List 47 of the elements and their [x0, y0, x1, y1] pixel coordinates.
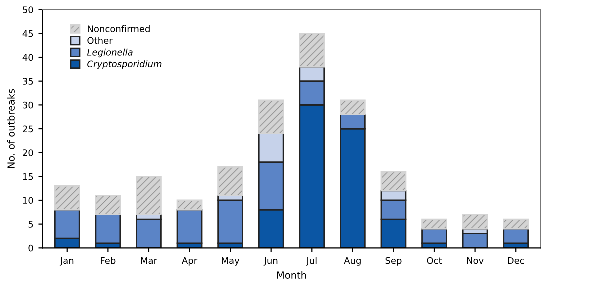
- legend-label: Nonconfirmed: [88, 25, 150, 32]
- x-tick-label: Mar: [141, 257, 158, 264]
- y-tick-label: 45: [22, 30, 34, 38]
- x-tick-label: Oct: [427, 257, 442, 264]
- bar: [218, 166, 244, 196]
- x-axis-title: Month: [277, 271, 306, 280]
- y-tick-label: 0: [28, 244, 34, 252]
- x-tick-label: Sep: [386, 257, 402, 266]
- bar: [462, 214, 488, 230]
- y-tick-label: 5: [28, 221, 34, 228]
- x-tick-label: May: [222, 257, 240, 266]
- x-tick-label: Feb: [101, 257, 116, 264]
- y-tick-label: 40: [22, 54, 34, 62]
- x-tick-label: Dec: [508, 257, 524, 264]
- x-tick-label: Nov: [467, 257, 484, 264]
- bar: [340, 100, 366, 116]
- x-tick-label: Jul: [306, 257, 317, 266]
- y-tick-label: 10: [23, 197, 34, 204]
- bar: [503, 228, 530, 244]
- bar: [176, 200, 203, 211]
- bar: [136, 176, 162, 216]
- bar: [95, 195, 122, 216]
- bar: [380, 171, 407, 192]
- bar: [218, 200, 244, 244]
- bar: [136, 218, 162, 248]
- bar: [422, 218, 448, 230]
- y-tick-label: 15: [23, 174, 34, 180]
- bar: [176, 209, 203, 244]
- x-tick-label: Jun: [264, 257, 278, 266]
- y-axis-title: No. of outbreaks: [7, 89, 15, 168]
- bar: [258, 100, 284, 134]
- x-tick-label: Aug: [344, 257, 361, 266]
- bar: [503, 218, 530, 230]
- y-tick-label: 50: [23, 6, 34, 14]
- bar: [95, 214, 122, 244]
- y-tick-label: 25: [23, 126, 34, 133]
- y-tick-label: 35: [23, 78, 34, 85]
- legend-label: Legionella: [87, 48, 133, 58]
- bar: [54, 186, 80, 211]
- x-tick-label: Jan: [60, 257, 74, 266]
- bar: [422, 228, 448, 244]
- y-tick-label: 30: [23, 102, 34, 109]
- bar: [299, 33, 326, 68]
- legend-label: Other: [88, 37, 113, 44]
- y-tick-label: 20: [23, 150, 34, 156]
- legend-label: Cryptosporidium: [88, 60, 162, 70]
- x-tick-label: Apr: [182, 257, 198, 266]
